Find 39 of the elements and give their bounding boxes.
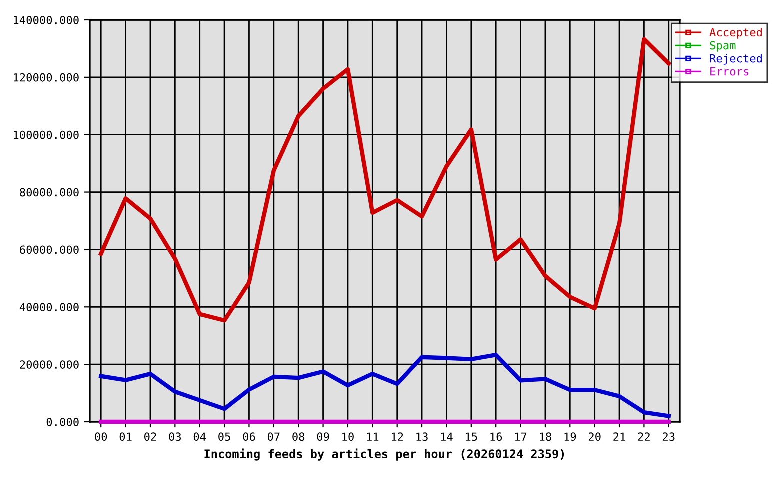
x-tick-label: 21 bbox=[614, 432, 626, 441]
x-tick-label: 08 bbox=[292, 432, 305, 442]
line-series bbox=[99, 353, 671, 418]
y-tick-label: 140000.000 bbox=[14, 16, 79, 24]
x-tick-label: 16 bbox=[490, 432, 502, 442]
x-tick-label: 11 bbox=[367, 432, 379, 441]
legend-label: Rejected bbox=[710, 54, 762, 65]
x-tick-label: 17 bbox=[515, 432, 527, 441]
x-tick-label: 07 bbox=[268, 432, 280, 442]
x-tick-label: 18 bbox=[540, 432, 552, 442]
y-tick-label: 40000.000 bbox=[20, 303, 79, 312]
x-tick-label: 05 bbox=[218, 432, 230, 442]
x-tick-label: 13 bbox=[416, 432, 428, 442]
x-tick-label: 14 bbox=[441, 432, 453, 441]
y-tick-label: 80000.000 bbox=[20, 188, 79, 197]
y-tick-label: 120000.000 bbox=[14, 73, 79, 82]
legend-label: Errors bbox=[710, 68, 749, 76]
x-tick-label: 20 bbox=[588, 432, 601, 442]
x-axis-title: Incoming feeds by articles per hour (20260124 2359) bbox=[204, 448, 564, 461]
legend-label: Accepted bbox=[710, 28, 762, 39]
x-tick-label: 22 bbox=[638, 432, 650, 441]
x-tick-label: 00 bbox=[95, 432, 108, 442]
x-tick-label: 12 bbox=[392, 432, 404, 441]
y-tick-label: 60000.000 bbox=[20, 246, 79, 254]
y-tick-label: 0.000 bbox=[46, 418, 79, 426]
x-tick-label: 02 bbox=[144, 432, 156, 442]
legend-label: Spam bbox=[710, 41, 736, 52]
x-tick-label: 09 bbox=[317, 432, 330, 442]
x-tick-label: 15 bbox=[466, 432, 478, 442]
x-tick-label: 04 bbox=[194, 432, 206, 442]
x-tick-label: 10 bbox=[342, 432, 354, 442]
y-tick-label: 100000.000 bbox=[14, 130, 79, 140]
x-tick-label: 19 bbox=[564, 432, 576, 442]
x-tick-label: 03 bbox=[169, 432, 182, 442]
x-tick-label: 06 bbox=[243, 432, 256, 442]
x-tick-label: 01 bbox=[120, 432, 132, 442]
x-tick-label: 23 bbox=[663, 432, 675, 442]
y-tick-label: 20000.000 bbox=[20, 360, 79, 369]
line-series bbox=[99, 37, 671, 323]
